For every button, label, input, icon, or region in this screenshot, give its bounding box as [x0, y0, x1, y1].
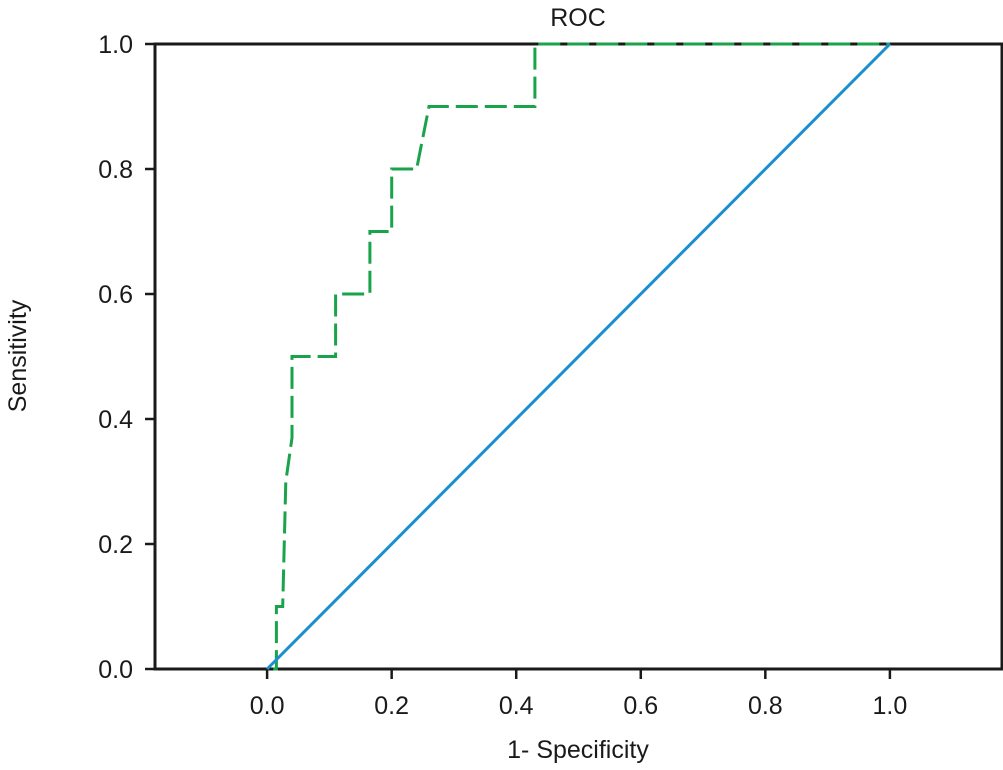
y-tick-label: 0.2	[98, 531, 133, 559]
x-tick-label: 0.8	[748, 692, 783, 720]
y-axis-title: Sensitivity	[4, 299, 32, 412]
x-axis-title: 1- Specificity	[507, 736, 649, 764]
x-tick-label: 0.0	[250, 692, 285, 720]
y-tick-label: 0.8	[98, 156, 133, 184]
axis-ticks: 0.0 0.2 0.4 0.6 0.8 1.0 0.0 0.2 0.4 0.6 0.8 1.0	[98, 31, 907, 720]
reference-diagonal-line	[266, 42, 891, 671]
y-tick-label: 0.4	[98, 406, 133, 434]
x-tick-label: 1.0	[873, 692, 908, 720]
y-tick-label: 0.6	[98, 281, 133, 309]
x-tick-label: 0.4	[499, 692, 534, 720]
y-tick-label: 1.0	[98, 31, 133, 59]
series-layer	[266, 42, 891, 671]
x-tick-label: 0.2	[374, 692, 409, 720]
x-tick-label: 0.6	[623, 692, 658, 720]
y-tick-label: 0.0	[98, 656, 133, 684]
chart-title: ROC	[550, 4, 606, 32]
roc-curve-line	[273, 42, 890, 671]
